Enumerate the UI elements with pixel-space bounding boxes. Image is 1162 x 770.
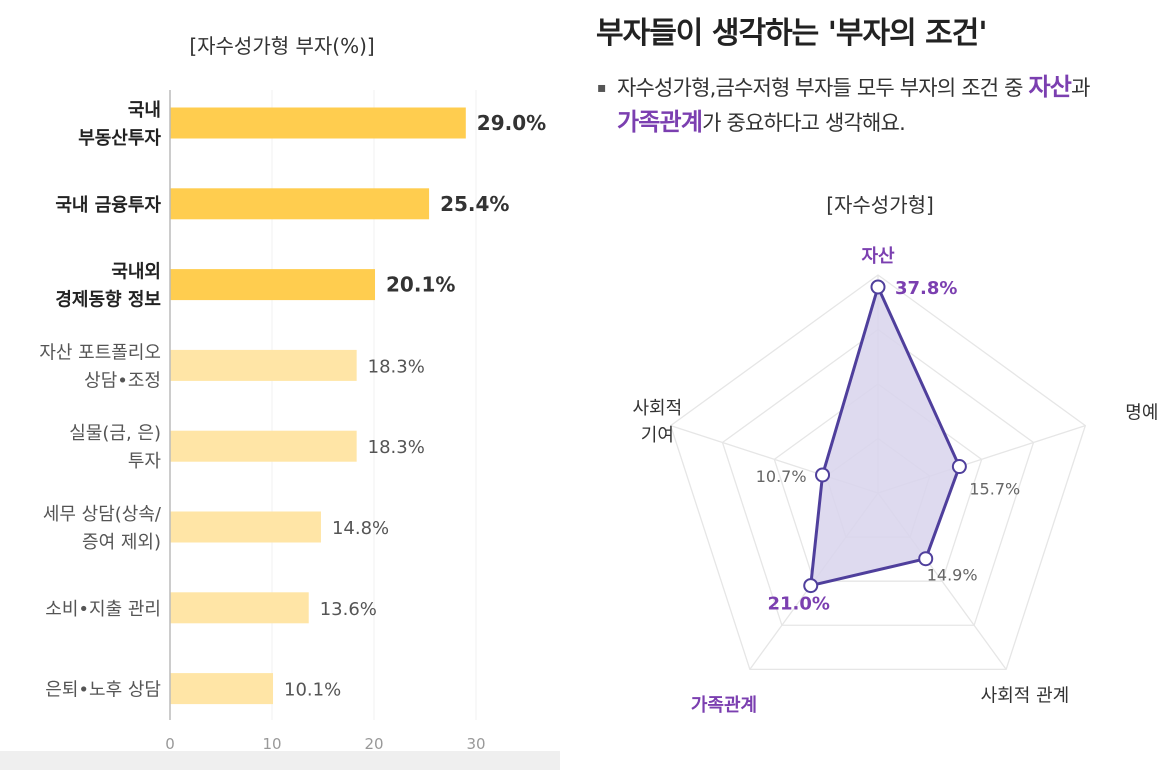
bar-category-label: 국내 [128, 100, 161, 121]
radar-axis-label: 자산 [861, 246, 895, 267]
bottom-strip [0, 751, 560, 770]
section-title: 부자들이 생각하는 '부자의 조건' [596, 16, 988, 51]
radar-axis-label: 사회적 [633, 398, 683, 419]
bar-value-label: 20.1% [386, 273, 455, 297]
radar-point [803, 578, 819, 594]
bar [170, 349, 357, 381]
bar-category-label: 자산 포트폴리오 [39, 342, 161, 363]
bar-value-label: 29.0% [477, 111, 546, 135]
radar-grid-ring [721, 328, 1035, 626]
radar-axis-label: 가족관계 [691, 695, 757, 716]
bar-category-label: 경제동향 정보 [55, 290, 161, 311]
x-tick-label: 20 [364, 735, 383, 752]
bar [170, 673, 274, 705]
bar-category-label: 은퇴•노후 상담 [45, 680, 161, 701]
bar-value-label: 14.8% [332, 518, 389, 539]
radar-value-label: 37.8% [895, 278, 957, 299]
bar-category-label: 투자 [128, 451, 162, 472]
description-line-1: 자수성가형,금수저형 부자들 모두 부자의 조건 중 자산과 [597, 70, 1157, 105]
radar-point [815, 467, 831, 483]
description-text-1: 자수성가형,금수저형 부자들 모두 부자의 조건 중 [617, 76, 1029, 100]
highlight-family: 가족관계 [617, 108, 703, 136]
x-tick-label: 30 [466, 735, 485, 752]
bar [170, 511, 321, 543]
bar-value-label: 10.1% [284, 680, 341, 701]
bullet-icon: ▪ [597, 80, 606, 96]
bar-category-label: 부동산투자 [78, 128, 161, 149]
bar-category-label: 국내외 [111, 262, 161, 283]
bar-category-label: 국내 금융투자 [55, 195, 161, 216]
radar-point [951, 459, 967, 475]
radar-grid-ring [773, 383, 983, 582]
radar-point [870, 279, 886, 295]
x-tick-label: 0 [165, 735, 175, 752]
description-line-2: 가족관계가 중요하다고 생각해요. [597, 105, 1157, 140]
bar-category-label: 증여 제외) [82, 532, 161, 553]
radar-axis-label: 기여 [641, 425, 674, 446]
radar-axis-label: 사회적 관계 [981, 685, 1070, 706]
bar-value-label: 25.4% [440, 192, 509, 216]
bar-category-label: 실물(금, 은) [69, 423, 161, 444]
bar-category-label: 세무 상담(상속/ [43, 504, 162, 525]
bar [170, 107, 466, 139]
radar-point [918, 551, 934, 567]
bar [170, 430, 357, 462]
highlight-asset: 자산 [1028, 73, 1072, 101]
bar [170, 592, 309, 624]
radar-value-label: 14.9% [927, 566, 978, 585]
description: ▪ 자수성가형,금수저형 부자들 모두 부자의 조건 중 자산과 가족관계가 중… [597, 70, 1157, 140]
radar-value-label: 15.7% [969, 480, 1020, 499]
bar-chart-title: [자수성가형 부자(%)] [189, 34, 374, 58]
bar-value-label: 18.3% [368, 356, 425, 377]
radar-axis-label: 명예 [1125, 403, 1158, 424]
bar-category-label: 소비•지출 관리 [45, 599, 161, 620]
bar [170, 269, 376, 301]
bar-category-label: 상담•조정 [84, 370, 161, 391]
radar-value-label: 10.7% [756, 467, 807, 486]
bar-value-label: 13.6% [320, 599, 377, 620]
description-text-2: 가 중요하다고 생각해요. [702, 111, 906, 135]
radar-chart-title: [자수성가형] [826, 193, 934, 217]
radar-grid-ring [669, 274, 1087, 671]
description-suffix: 과 [1071, 76, 1090, 100]
bar-value-label: 18.3% [368, 437, 425, 458]
radar-area [809, 285, 961, 588]
radar-value-label: 21.0% [768, 594, 830, 615]
bar [170, 188, 430, 220]
x-tick-label: 10 [262, 735, 281, 752]
